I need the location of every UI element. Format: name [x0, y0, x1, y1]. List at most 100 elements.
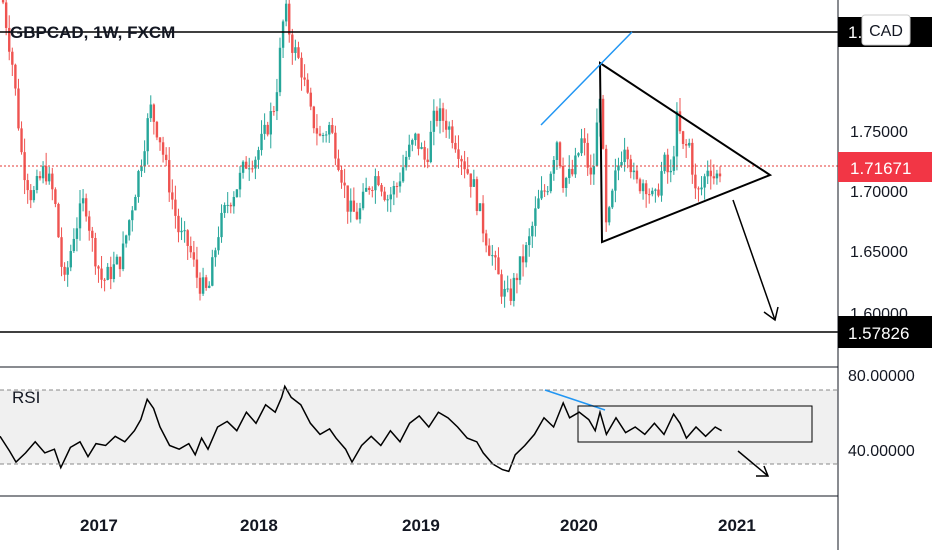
candle	[57, 202, 60, 238]
triangle-pattern[interactable]	[598, 61, 773, 244]
rsi-range-box[interactable]	[577, 405, 813, 443]
candle	[152, 103, 156, 135]
candle	[491, 244, 494, 266]
candle	[94, 232, 97, 275]
candle	[497, 247, 500, 275]
candle	[648, 188, 651, 204]
candle	[321, 132, 325, 143]
candle	[663, 152, 666, 174]
candle	[580, 128, 583, 156]
candle	[128, 219, 131, 241]
candle	[426, 148, 429, 169]
candle	[441, 102, 445, 133]
year-tick-label: 2018	[240, 516, 278, 535]
currency-badge[interactable]: CAD	[861, 14, 911, 46]
candle	[537, 189, 540, 209]
candle	[171, 179, 174, 210]
candle	[78, 190, 82, 241]
candle	[161, 136, 165, 163]
candle	[109, 256, 112, 290]
candle	[91, 226, 94, 252]
trendline-upper[interactable]	[540, 31, 633, 126]
candle	[669, 159, 672, 183]
candle	[592, 153, 596, 185]
candle	[444, 109, 448, 138]
candle	[300, 52, 303, 91]
candle	[44, 152, 48, 185]
candle	[429, 120, 432, 164]
candle	[223, 202, 226, 218]
candle	[257, 146, 260, 169]
candle	[691, 138, 694, 184]
candle	[509, 278, 512, 306]
candle	[195, 246, 199, 289]
candle	[211, 249, 214, 287]
candle	[294, 39, 297, 61]
candle	[232, 191, 236, 214]
candle	[364, 177, 368, 192]
candle	[712, 164, 716, 185]
rsi-layer	[0, 384, 722, 473]
rsi-label: RSI	[12, 388, 40, 407]
price-pane[interactable]	[0, 0, 838, 365]
candle	[254, 156, 257, 180]
candle	[244, 156, 248, 170]
candle	[657, 183, 660, 198]
candle	[401, 154, 405, 183]
candle	[488, 238, 491, 257]
candle	[192, 240, 196, 267]
candle	[220, 204, 223, 243]
candle	[106, 263, 109, 281]
candle	[608, 205, 611, 226]
candle	[463, 150, 466, 179]
candle	[358, 202, 362, 224]
candle	[549, 171, 552, 194]
year-tick-label: 2020	[560, 516, 598, 535]
candle	[306, 73, 309, 94]
candle	[534, 196, 537, 237]
svg-text:1.71671: 1.71671	[850, 159, 911, 178]
candle	[20, 121, 23, 155]
candle	[617, 157, 620, 181]
candle	[614, 158, 617, 203]
candle	[41, 161, 45, 184]
candle	[700, 176, 703, 196]
rsi-arrow[interactable]	[737, 450, 770, 477]
candle	[149, 95, 152, 122]
support-level-badge[interactable]: 1.57826	[838, 316, 932, 348]
candle	[709, 159, 712, 190]
candle	[368, 186, 371, 195]
candle	[438, 98, 442, 134]
current-price-badge[interactable]: 1.71671	[838, 152, 932, 182]
candle	[371, 186, 374, 198]
candle	[586, 133, 589, 176]
rsi-divergence-line[interactable]	[544, 389, 606, 411]
candle	[208, 281, 211, 289]
candle	[540, 176, 543, 201]
candle	[684, 139, 688, 158]
candle	[278, 37, 282, 97]
candle	[4, 0, 8, 36]
year-tick-label: 2017	[80, 516, 118, 535]
candle	[448, 121, 451, 139]
chart-title: GBPCAD, 1W, FXCM	[10, 23, 175, 42]
candle	[466, 157, 469, 175]
candle	[69, 244, 72, 272]
candle	[524, 242, 528, 268]
candle	[589, 154, 592, 185]
candle	[660, 161, 663, 202]
breakdown-arrow[interactable]	[732, 199, 779, 322]
candle	[198, 272, 202, 301]
candle	[29, 184, 32, 209]
candle	[97, 265, 100, 283]
candle	[14, 63, 17, 96]
price-candles	[1, 0, 722, 308]
candle	[60, 227, 63, 277]
candle	[266, 121, 269, 137]
candle	[515, 273, 519, 294]
candle	[177, 208, 180, 243]
candle	[481, 195, 485, 243]
candle	[84, 193, 88, 222]
candle	[103, 277, 106, 292]
